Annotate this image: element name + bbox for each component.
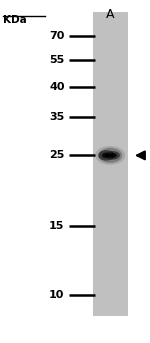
Ellipse shape [98, 148, 122, 163]
Ellipse shape [105, 154, 110, 157]
Bar [93, 12, 128, 316]
Text: 70: 70 [49, 31, 64, 41]
Text: 10: 10 [49, 290, 64, 300]
Text: 35: 35 [49, 111, 64, 122]
Ellipse shape [106, 151, 120, 159]
Text: 25: 25 [49, 150, 64, 161]
Ellipse shape [110, 153, 117, 158]
Text: 40: 40 [49, 82, 64, 93]
Text: KDa: KDa [3, 15, 27, 25]
Ellipse shape [95, 146, 125, 165]
Ellipse shape [111, 154, 114, 156]
Ellipse shape [102, 153, 111, 158]
Text: 55: 55 [49, 55, 64, 65]
Ellipse shape [98, 150, 115, 161]
Text: 15: 15 [49, 221, 64, 232]
Text: A: A [106, 8, 114, 21]
